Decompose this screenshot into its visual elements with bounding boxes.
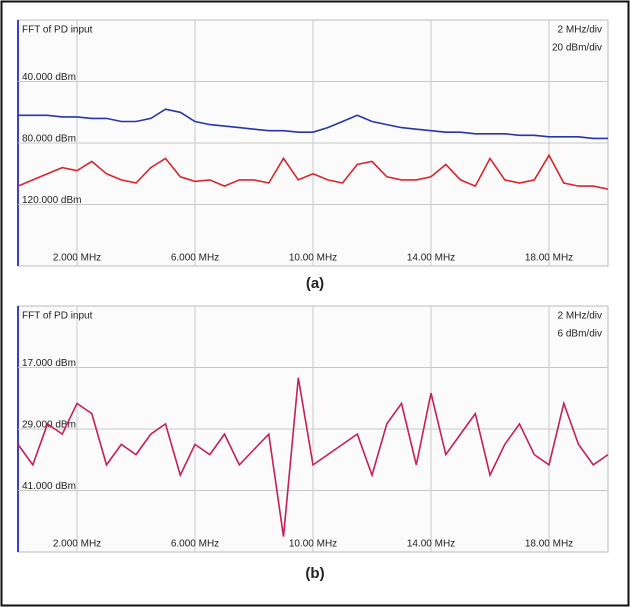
x-tick-label: 14.00 MHz — [407, 539, 455, 550]
y-tick-label: 17.000 dBm — [22, 358, 76, 369]
x-tick-label: 10.00 MHz — [289, 253, 337, 264]
caption: (b) — [305, 565, 324, 582]
chart-title: FFT of PD input — [22, 311, 93, 322]
x-tick-label: 2.000 MHz — [53, 253, 101, 264]
annotation: 6 dBm/div — [558, 329, 602, 340]
x-tick-label: 2.000 MHz — [53, 539, 101, 550]
y-tick-label: 41.000 dBm — [22, 481, 76, 492]
trace — [18, 108, 608, 140]
x-tick-label: 6.000 MHz — [171, 539, 219, 550]
trace — [17, 377, 609, 537]
annotation: 2 MHz/div — [558, 311, 602, 322]
annotation: 2 MHz/div — [558, 25, 602, 36]
y-tick-label: 120.000 dBm — [22, 195, 82, 206]
x-tick-label: 18.00 MHz — [525, 253, 573, 264]
chart-title: FFT of PD input — [22, 25, 93, 36]
caption: (a) — [306, 275, 324, 292]
y-tick-label: 40.000 dBm — [22, 72, 76, 83]
x-tick-label: 10.00 MHz — [289, 539, 337, 550]
trace — [17, 153, 609, 190]
annotation: 20 dBm/div — [552, 43, 602, 54]
x-tick-label: 6.000 MHz — [171, 253, 219, 264]
y-tick-label: 80.000 dBm — [22, 134, 76, 145]
x-tick-label: 14.00 MHz — [407, 253, 455, 264]
x-tick-label: 18.00 MHz — [525, 539, 573, 550]
